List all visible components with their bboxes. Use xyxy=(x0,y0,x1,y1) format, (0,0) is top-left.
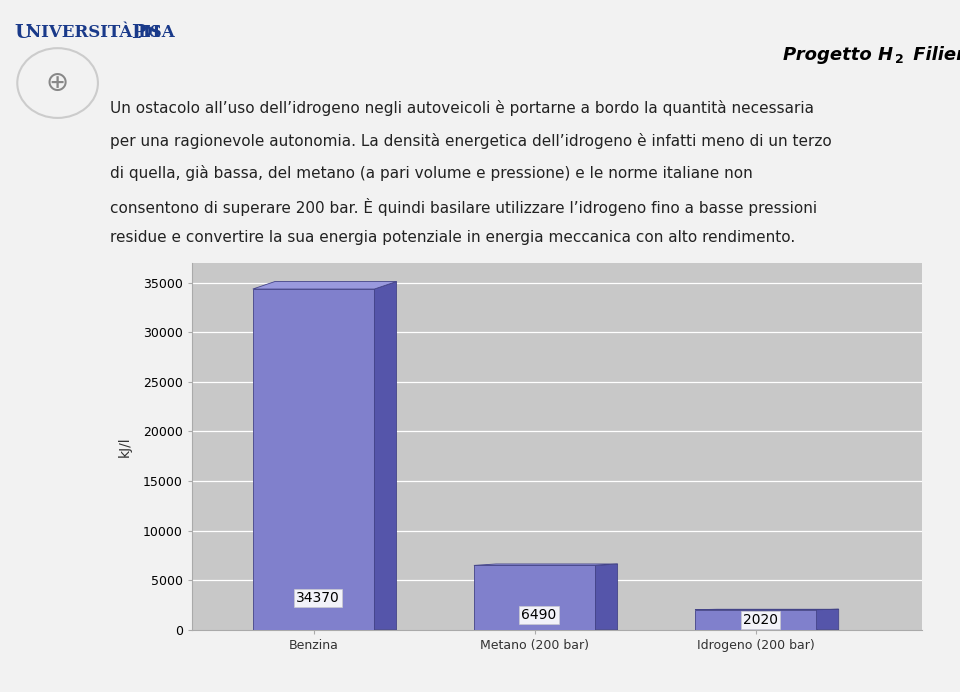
Polygon shape xyxy=(474,564,617,565)
Text: 6490: 6490 xyxy=(521,608,557,622)
Text: 34370: 34370 xyxy=(296,591,340,605)
Text: ⊕: ⊕ xyxy=(46,69,69,97)
Polygon shape xyxy=(695,610,817,630)
Text: di quella, già bassa, del metano (a pari volume e pressione) e le norme italiane: di quella, già bassa, del metano (a pari… xyxy=(110,165,754,181)
Polygon shape xyxy=(252,289,374,630)
Text: consentono di superare 200 bar. È quindi basilare utilizzare l’idrogeno fino a b: consentono di superare 200 bar. È quindi… xyxy=(110,198,818,216)
Text: NIVERSITÀ DI: NIVERSITÀ DI xyxy=(26,24,166,42)
Text: per una ragionevole autonomia. La densità energetica dell’idrogeno è infatti men: per una ragionevole autonomia. La densit… xyxy=(110,133,832,149)
Text: Progetto H: Progetto H xyxy=(782,46,893,64)
Polygon shape xyxy=(817,609,839,630)
Polygon shape xyxy=(374,282,396,630)
Y-axis label: kJ/l: kJ/l xyxy=(118,436,132,457)
Text: 2: 2 xyxy=(895,53,903,66)
Text: ISA: ISA xyxy=(142,24,175,42)
Polygon shape xyxy=(252,282,396,289)
Polygon shape xyxy=(474,565,595,630)
Text: Filiera Idrogeno: Filiera Idrogeno xyxy=(907,46,960,64)
Polygon shape xyxy=(595,564,617,630)
Text: P: P xyxy=(132,24,146,42)
Text: residue e convertire la sua energia potenziale in energia meccanica con alto ren: residue e convertire la sua energia pote… xyxy=(110,230,796,246)
Text: 2020: 2020 xyxy=(743,613,778,628)
Text: Un ostacolo all’uso dell’idrogeno negli autoveicoli è portarne a bordo la quanti: Un ostacolo all’uso dell’idrogeno negli … xyxy=(110,100,814,116)
Text: U: U xyxy=(14,24,32,42)
